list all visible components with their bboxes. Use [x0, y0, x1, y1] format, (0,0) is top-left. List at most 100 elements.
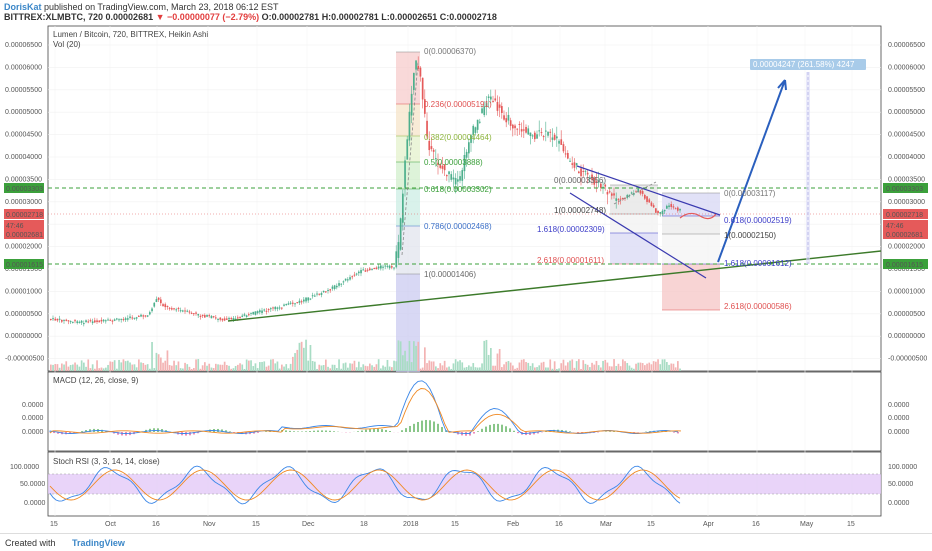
candle — [300, 301, 303, 303]
volume-bar — [369, 363, 371, 371]
candle — [600, 183, 602, 188]
candle — [652, 205, 655, 208]
volume-bar — [78, 366, 81, 371]
x-tick-label: 16 — [752, 521, 760, 528]
volume-bar — [201, 365, 204, 371]
volume-bar — [547, 367, 549, 371]
projection-arrow[interactable] — [717, 79, 786, 263]
candle — [138, 315, 140, 317]
candle — [465, 151, 468, 158]
candle — [463, 154, 466, 172]
volume-bar — [228, 365, 230, 371]
volume-bar — [91, 364, 94, 371]
volume-bar — [635, 363, 637, 371]
volume-bar — [94, 368, 96, 371]
volume-bar — [107, 364, 109, 371]
volume-bar — [672, 363, 675, 371]
candle — [655, 208, 657, 213]
candle — [428, 140, 431, 151]
volume-bar — [276, 361, 279, 371]
volume-bar — [360, 367, 362, 371]
macd-tick-label: 0.0000 — [888, 429, 910, 436]
candle — [518, 124, 521, 126]
candle — [107, 319, 109, 321]
candle — [399, 218, 402, 250]
volume-bar — [564, 365, 567, 371]
volume-bar — [454, 359, 457, 371]
candle — [221, 318, 224, 321]
volume-bar — [76, 364, 79, 371]
volume-bar — [505, 361, 508, 371]
volume-bar — [87, 359, 90, 371]
volume-bar — [259, 362, 261, 371]
volume-bar — [69, 364, 72, 371]
fib-labels-left: 0(0.00006370) 0.236(0.00005191) 0.382(0.… — [424, 47, 492, 279]
candle — [316, 293, 318, 295]
volume-bar — [659, 364, 662, 371]
forecast-line — [679, 212, 717, 220]
y-tick-label: 0.00003500 — [888, 176, 925, 183]
candle — [259, 310, 261, 313]
candle — [261, 310, 263, 314]
volume-bar — [463, 367, 466, 371]
x-axis: 15 Oct 16 Nov 15 Dec 18 2018 15 Feb 16 Mar 15 Apr 16 Ma… — [50, 521, 855, 528]
candle — [276, 307, 279, 309]
candle — [351, 276, 354, 278]
candle — [450, 174, 453, 180]
candle — [637, 188, 640, 193]
candle — [155, 299, 158, 302]
volume-bar — [318, 364, 321, 371]
stoch-k-line — [49, 465, 681, 505]
author-link[interactable]: DorisKat — [4, 2, 42, 12]
candle — [677, 207, 679, 211]
candle — [536, 134, 538, 139]
volume-bar — [204, 362, 206, 371]
volume-bar — [439, 363, 442, 371]
price-chart[interactable]: 0.00004247 (261.58%) 4247 0(0.00006370) … — [0, 0, 932, 533]
volume-bar — [540, 362, 543, 371]
volume-bar — [582, 360, 585, 371]
candle — [349, 277, 351, 280]
candle — [171, 308, 173, 310]
channel-upper-line[interactable] — [576, 165, 721, 216]
last-price: 0.00002681 — [105, 12, 154, 22]
candle — [56, 318, 59, 321]
candle — [439, 164, 442, 168]
candle — [74, 320, 76, 322]
volume-bar — [261, 361, 263, 371]
long-term-trendline[interactable] — [227, 250, 882, 322]
candle — [129, 316, 131, 318]
volume-bar — [278, 368, 281, 371]
volume-bar — [184, 362, 186, 371]
volume-bar — [624, 361, 626, 371]
candle — [215, 317, 217, 319]
candle — [118, 319, 120, 321]
volume-bar — [509, 362, 512, 371]
volume-bar — [465, 367, 468, 371]
volume-bar — [606, 362, 609, 371]
price-tags: 0.00003303 0.00002718 47:46 0.00002681 0… — [4, 183, 928, 269]
volume-bar — [655, 361, 657, 371]
volume-bar — [292, 356, 294, 371]
volume-bar — [639, 362, 642, 371]
x-tick-label: 15 — [451, 521, 459, 528]
volume-bar — [289, 363, 292, 371]
candle — [670, 204, 673, 207]
volume-bar — [384, 366, 387, 371]
tradingview-logo-link[interactable]: TradingView — [72, 538, 125, 548]
volume-bar — [597, 365, 600, 371]
down-arrow-icon: ▼ — [155, 12, 165, 22]
candle — [562, 144, 565, 152]
candle — [50, 318, 52, 320]
created-with-text: Created with — [5, 538, 56, 548]
volume-bar — [569, 360, 571, 371]
y-tick-label: 0.00001000 — [5, 288, 42, 295]
channel-lower-line[interactable] — [569, 192, 707, 279]
candle — [556, 136, 558, 139]
price-tag: 0.00001615 — [886, 262, 923, 269]
volume-bar — [584, 363, 587, 371]
volume-bar — [435, 366, 437, 371]
volume-bar — [281, 364, 283, 371]
symbol-info: BITTREX:XLMBTC, 720 0.00002681 ▼ −0.0000… — [4, 12, 497, 22]
price-change: −0.00000077 (−2.79%) — [167, 12, 260, 22]
